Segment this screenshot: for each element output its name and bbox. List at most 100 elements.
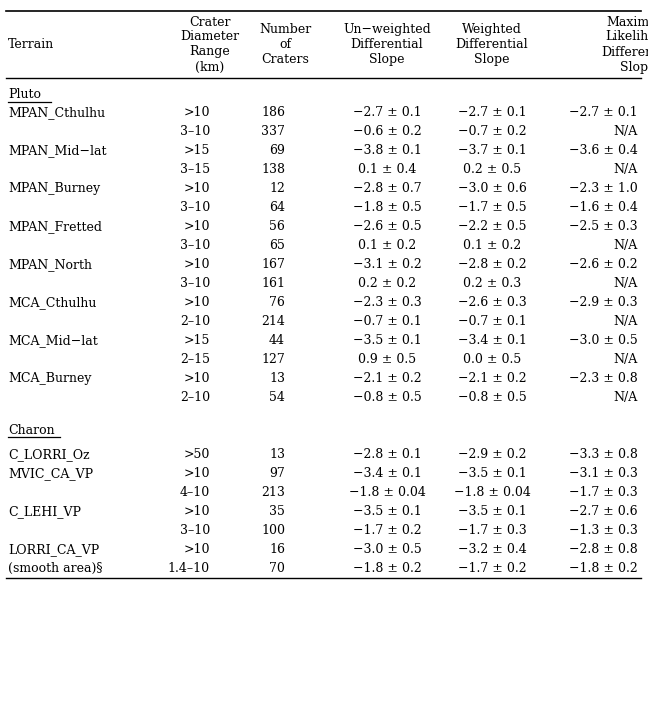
Text: −3.6 ± 0.4: −3.6 ± 0.4 [569,144,638,157]
Text: 2–15: 2–15 [180,353,210,366]
Text: 167: 167 [261,258,285,271]
Text: 186: 186 [261,106,285,119]
Text: >10: >10 [183,182,210,195]
Text: 13: 13 [269,372,285,385]
Text: MCA_Cthulhu: MCA_Cthulhu [8,296,97,309]
Text: −3.1 ± 0.3: −3.1 ± 0.3 [569,467,638,480]
Text: −1.8 ± 0.5: −1.8 ± 0.5 [353,201,421,214]
Text: 70: 70 [269,562,285,575]
Text: −1.8 ± 0.2: −1.8 ± 0.2 [569,562,638,575]
Text: N/A: N/A [614,353,638,366]
Text: −3.3 ± 0.8: −3.3 ± 0.8 [569,448,638,461]
Text: 3–10: 3–10 [179,125,210,138]
Text: 0.2 ± 0.3: 0.2 ± 0.3 [463,277,521,290]
Text: 2–10: 2–10 [180,315,210,328]
Text: 2–10: 2–10 [180,391,210,404]
Text: −0.8 ± 0.5: −0.8 ± 0.5 [353,391,421,404]
Text: MCA_Burney: MCA_Burney [8,372,91,385]
Text: −0.6 ± 0.2: −0.6 ± 0.2 [353,125,421,138]
Text: Weighted
Differential
Slope: Weighted Differential Slope [456,23,528,66]
Text: >10: >10 [183,296,210,309]
Text: >10: >10 [183,258,210,271]
Text: −3.2 ± 0.4: −3.2 ± 0.4 [457,543,526,556]
Text: 65: 65 [269,239,285,252]
Text: 13: 13 [269,448,285,461]
Text: −3.4 ± 0.1: −3.4 ± 0.1 [457,334,526,347]
Text: 127: 127 [261,353,285,366]
Text: 69: 69 [269,144,285,157]
Text: 54: 54 [269,391,285,404]
Text: >10: >10 [183,106,210,119]
Text: MPAN_Cthulhu: MPAN_Cthulhu [8,106,105,119]
Text: −3.0 ± 0.5: −3.0 ± 0.5 [569,334,638,347]
Text: 1.4–10: 1.4–10 [168,562,210,575]
Text: −1.7 ± 0.3: −1.7 ± 0.3 [457,524,526,537]
Text: −2.8 ± 0.8: −2.8 ± 0.8 [569,543,638,556]
Text: N/A: N/A [614,391,638,404]
Text: −2.9 ± 0.3: −2.9 ± 0.3 [570,296,638,309]
Text: 64: 64 [269,201,285,214]
Text: 12: 12 [269,182,285,195]
Text: N/A: N/A [614,277,638,290]
Text: 100: 100 [261,524,285,537]
Text: 0.9 ± 0.5: 0.9 ± 0.5 [358,353,416,366]
Text: 35: 35 [269,505,285,518]
Text: −2.3 ± 0.3: −2.3 ± 0.3 [353,296,421,309]
Text: >50: >50 [183,448,210,461]
Text: MVIC_CA_VP: MVIC_CA_VP [8,467,93,480]
Text: −2.5 ± 0.3: −2.5 ± 0.3 [570,220,638,233]
Text: MCA_Mid−lat: MCA_Mid−lat [8,334,98,347]
Text: −2.3 ± 1.0: −2.3 ± 1.0 [569,182,638,195]
Text: −2.7 ± 0.1: −2.7 ± 0.1 [353,106,421,119]
Text: >10: >10 [183,543,210,556]
Text: −1.7 ± 0.2: −1.7 ± 0.2 [457,562,526,575]
Text: 3–10: 3–10 [179,201,210,214]
Text: −3.7 ± 0.1: −3.7 ± 0.1 [457,144,526,157]
Text: 16: 16 [269,543,285,556]
Text: −2.8 ± 0.7: −2.8 ± 0.7 [353,182,421,195]
Text: 0.1 ± 0.4: 0.1 ± 0.4 [358,163,416,176]
Text: >10: >10 [183,220,210,233]
Text: N/A: N/A [614,163,638,176]
Text: −2.6 ± 0.2: −2.6 ± 0.2 [570,258,638,271]
Text: Number
of
Craters: Number of Craters [259,23,311,66]
Text: MPAN_Burney: MPAN_Burney [8,182,100,195]
Text: 0.1 ± 0.2: 0.1 ± 0.2 [358,239,416,252]
Text: −2.7 ± 0.1: −2.7 ± 0.1 [457,106,526,119]
Text: >10: >10 [183,467,210,480]
Text: −0.8 ± 0.5: −0.8 ± 0.5 [457,391,526,404]
Text: MPAN_Mid−lat: MPAN_Mid−lat [8,144,106,157]
Text: −1.8 ± 0.04: −1.8 ± 0.04 [349,486,426,499]
Text: 3–10: 3–10 [179,239,210,252]
Text: Charon: Charon [8,424,54,437]
Text: MPAN_North: MPAN_North [8,258,92,271]
Text: Un−weighted
Differential
Slope: Un−weighted Differential Slope [343,23,431,66]
Text: −1.8 ± 0.04: −1.8 ± 0.04 [454,486,531,499]
Text: 56: 56 [269,220,285,233]
Text: C_LEHI_VP: C_LEHI_VP [8,505,81,518]
Text: LORRI_CA_VP: LORRI_CA_VP [8,543,99,556]
Text: −1.6 ± 0.4: −1.6 ± 0.4 [569,201,638,214]
Text: −3.8 ± 0.1: −3.8 ± 0.1 [353,144,421,157]
Text: 0.2 ± 0.2: 0.2 ± 0.2 [358,277,416,290]
Text: −1.7 ± 0.2: −1.7 ± 0.2 [353,524,421,537]
Text: 0.2 ± 0.5: 0.2 ± 0.5 [463,163,521,176]
Text: −2.1 ± 0.2: −2.1 ± 0.2 [353,372,421,385]
Text: 138: 138 [261,163,285,176]
Text: −3.0 ± 0.5: −3.0 ± 0.5 [353,543,421,556]
Text: −0.7 ± 0.2: −0.7 ± 0.2 [457,125,526,138]
Text: 3–10: 3–10 [179,277,210,290]
Text: −0.7 ± 0.1: −0.7 ± 0.1 [457,315,526,328]
Text: (smooth area)§: (smooth area)§ [8,562,102,575]
Text: −2.9 ± 0.2: −2.9 ± 0.2 [457,448,526,461]
Text: 214: 214 [261,315,285,328]
Text: 0.0 ± 0.5: 0.0 ± 0.5 [463,353,521,366]
Text: 161: 161 [261,277,285,290]
Text: −3.5 ± 0.1: −3.5 ± 0.1 [457,505,526,518]
Text: −1.7 ± 0.3: −1.7 ± 0.3 [569,486,638,499]
Text: 3–10: 3–10 [179,524,210,537]
Text: >15: >15 [183,334,210,347]
Text: −2.6 ± 0.5: −2.6 ± 0.5 [353,220,421,233]
Text: 337: 337 [261,125,285,138]
Text: −1.3 ± 0.3: −1.3 ± 0.3 [569,524,638,537]
